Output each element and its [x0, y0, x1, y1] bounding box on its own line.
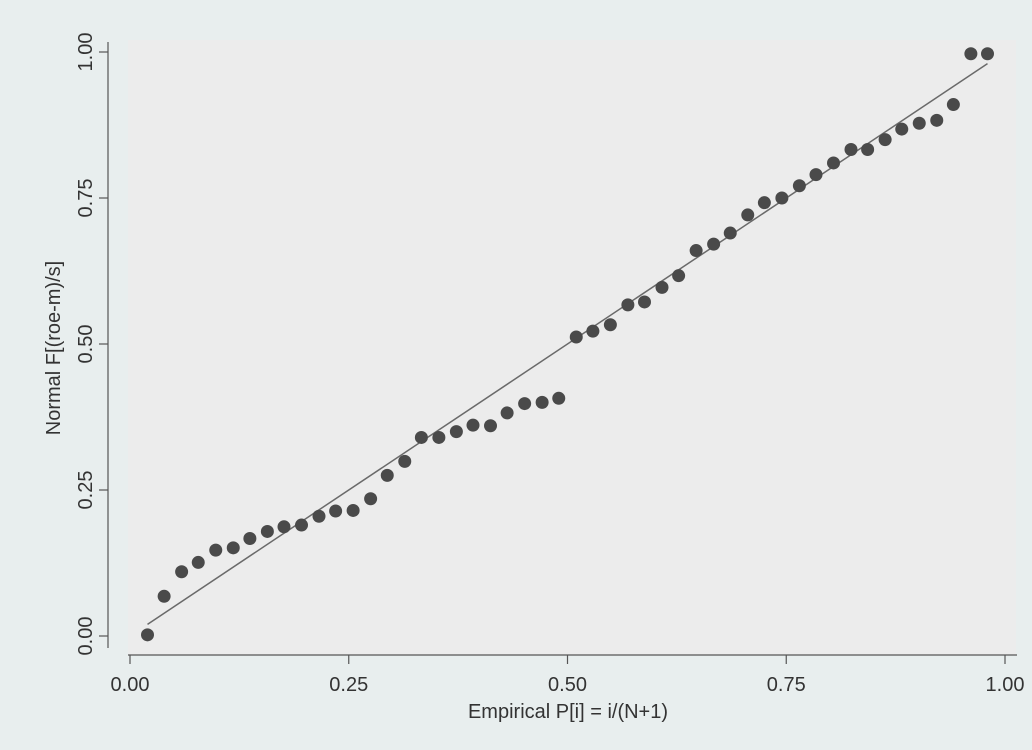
data-point [277, 520, 291, 534]
data-point [295, 518, 308, 532]
data-point [621, 298, 635, 312]
data-point [827, 156, 840, 170]
data-point [757, 196, 771, 210]
data-point [380, 468, 394, 482]
data-point [878, 133, 892, 147]
data-point [655, 280, 669, 294]
data-point [175, 565, 189, 579]
data-point [930, 113, 944, 127]
x-ticks: 0.00 0.25 0.50 0.75 1.00 [111, 655, 1025, 696]
scatter-points [141, 47, 994, 642]
data-point [398, 454, 412, 468]
data-point [449, 425, 463, 439]
data-point [672, 269, 686, 283]
data-point [741, 208, 755, 222]
y-axis-label: Normal F[(roe-m)/s] [43, 261, 65, 435]
data-point [638, 295, 651, 309]
data-point [569, 330, 583, 344]
data-point [346, 503, 360, 517]
plot-area [128, 40, 1016, 655]
data-point [844, 143, 858, 157]
data-point [809, 168, 823, 182]
data-point [312, 509, 326, 523]
y-tick-label: 0.75 [75, 179, 97, 218]
data-point [586, 324, 600, 338]
data-point [689, 244, 703, 258]
data-point [141, 628, 154, 642]
data-point [535, 395, 549, 409]
y-ticks: 0.00 0.25 0.50 0.75 1.00 [75, 33, 108, 656]
data-point [500, 406, 514, 420]
data-point [157, 589, 171, 603]
data-point [243, 531, 257, 545]
data-point [964, 47, 978, 61]
data-point [912, 116, 926, 130]
data-point [552, 391, 566, 405]
data-point [484, 419, 497, 433]
data-point [707, 237, 721, 251]
y-tick-label: 0.00 [75, 617, 97, 656]
data-point [226, 541, 240, 555]
data-point [723, 226, 737, 240]
y-tick-label: 0.25 [75, 471, 97, 510]
data-point [946, 98, 960, 112]
x-tick-label: 0.75 [767, 674, 806, 696]
data-point [861, 143, 875, 157]
x-tick-label: 1.00 [986, 674, 1025, 696]
data-point [414, 430, 428, 444]
data-point [603, 318, 617, 332]
x-tick-label: 0.00 [111, 674, 150, 696]
data-point [209, 543, 223, 557]
y-tick-label: 1.00 [75, 33, 97, 72]
x-axis-label: Empirical P[i] = i/(N+1) [468, 701, 668, 723]
x-tick-label: 0.50 [548, 674, 587, 696]
data-point [329, 504, 343, 518]
data-point [895, 122, 909, 136]
data-point [518, 397, 532, 411]
y-tick-label: 0.50 [75, 325, 97, 364]
data-point [775, 191, 789, 205]
data-point [466, 418, 480, 432]
data-point [191, 555, 205, 569]
x-tick-label: 0.25 [329, 674, 368, 696]
data-point [364, 492, 378, 506]
data-point [792, 179, 806, 193]
data-point [432, 430, 446, 444]
data-point [260, 524, 274, 538]
data-point [981, 47, 994, 61]
